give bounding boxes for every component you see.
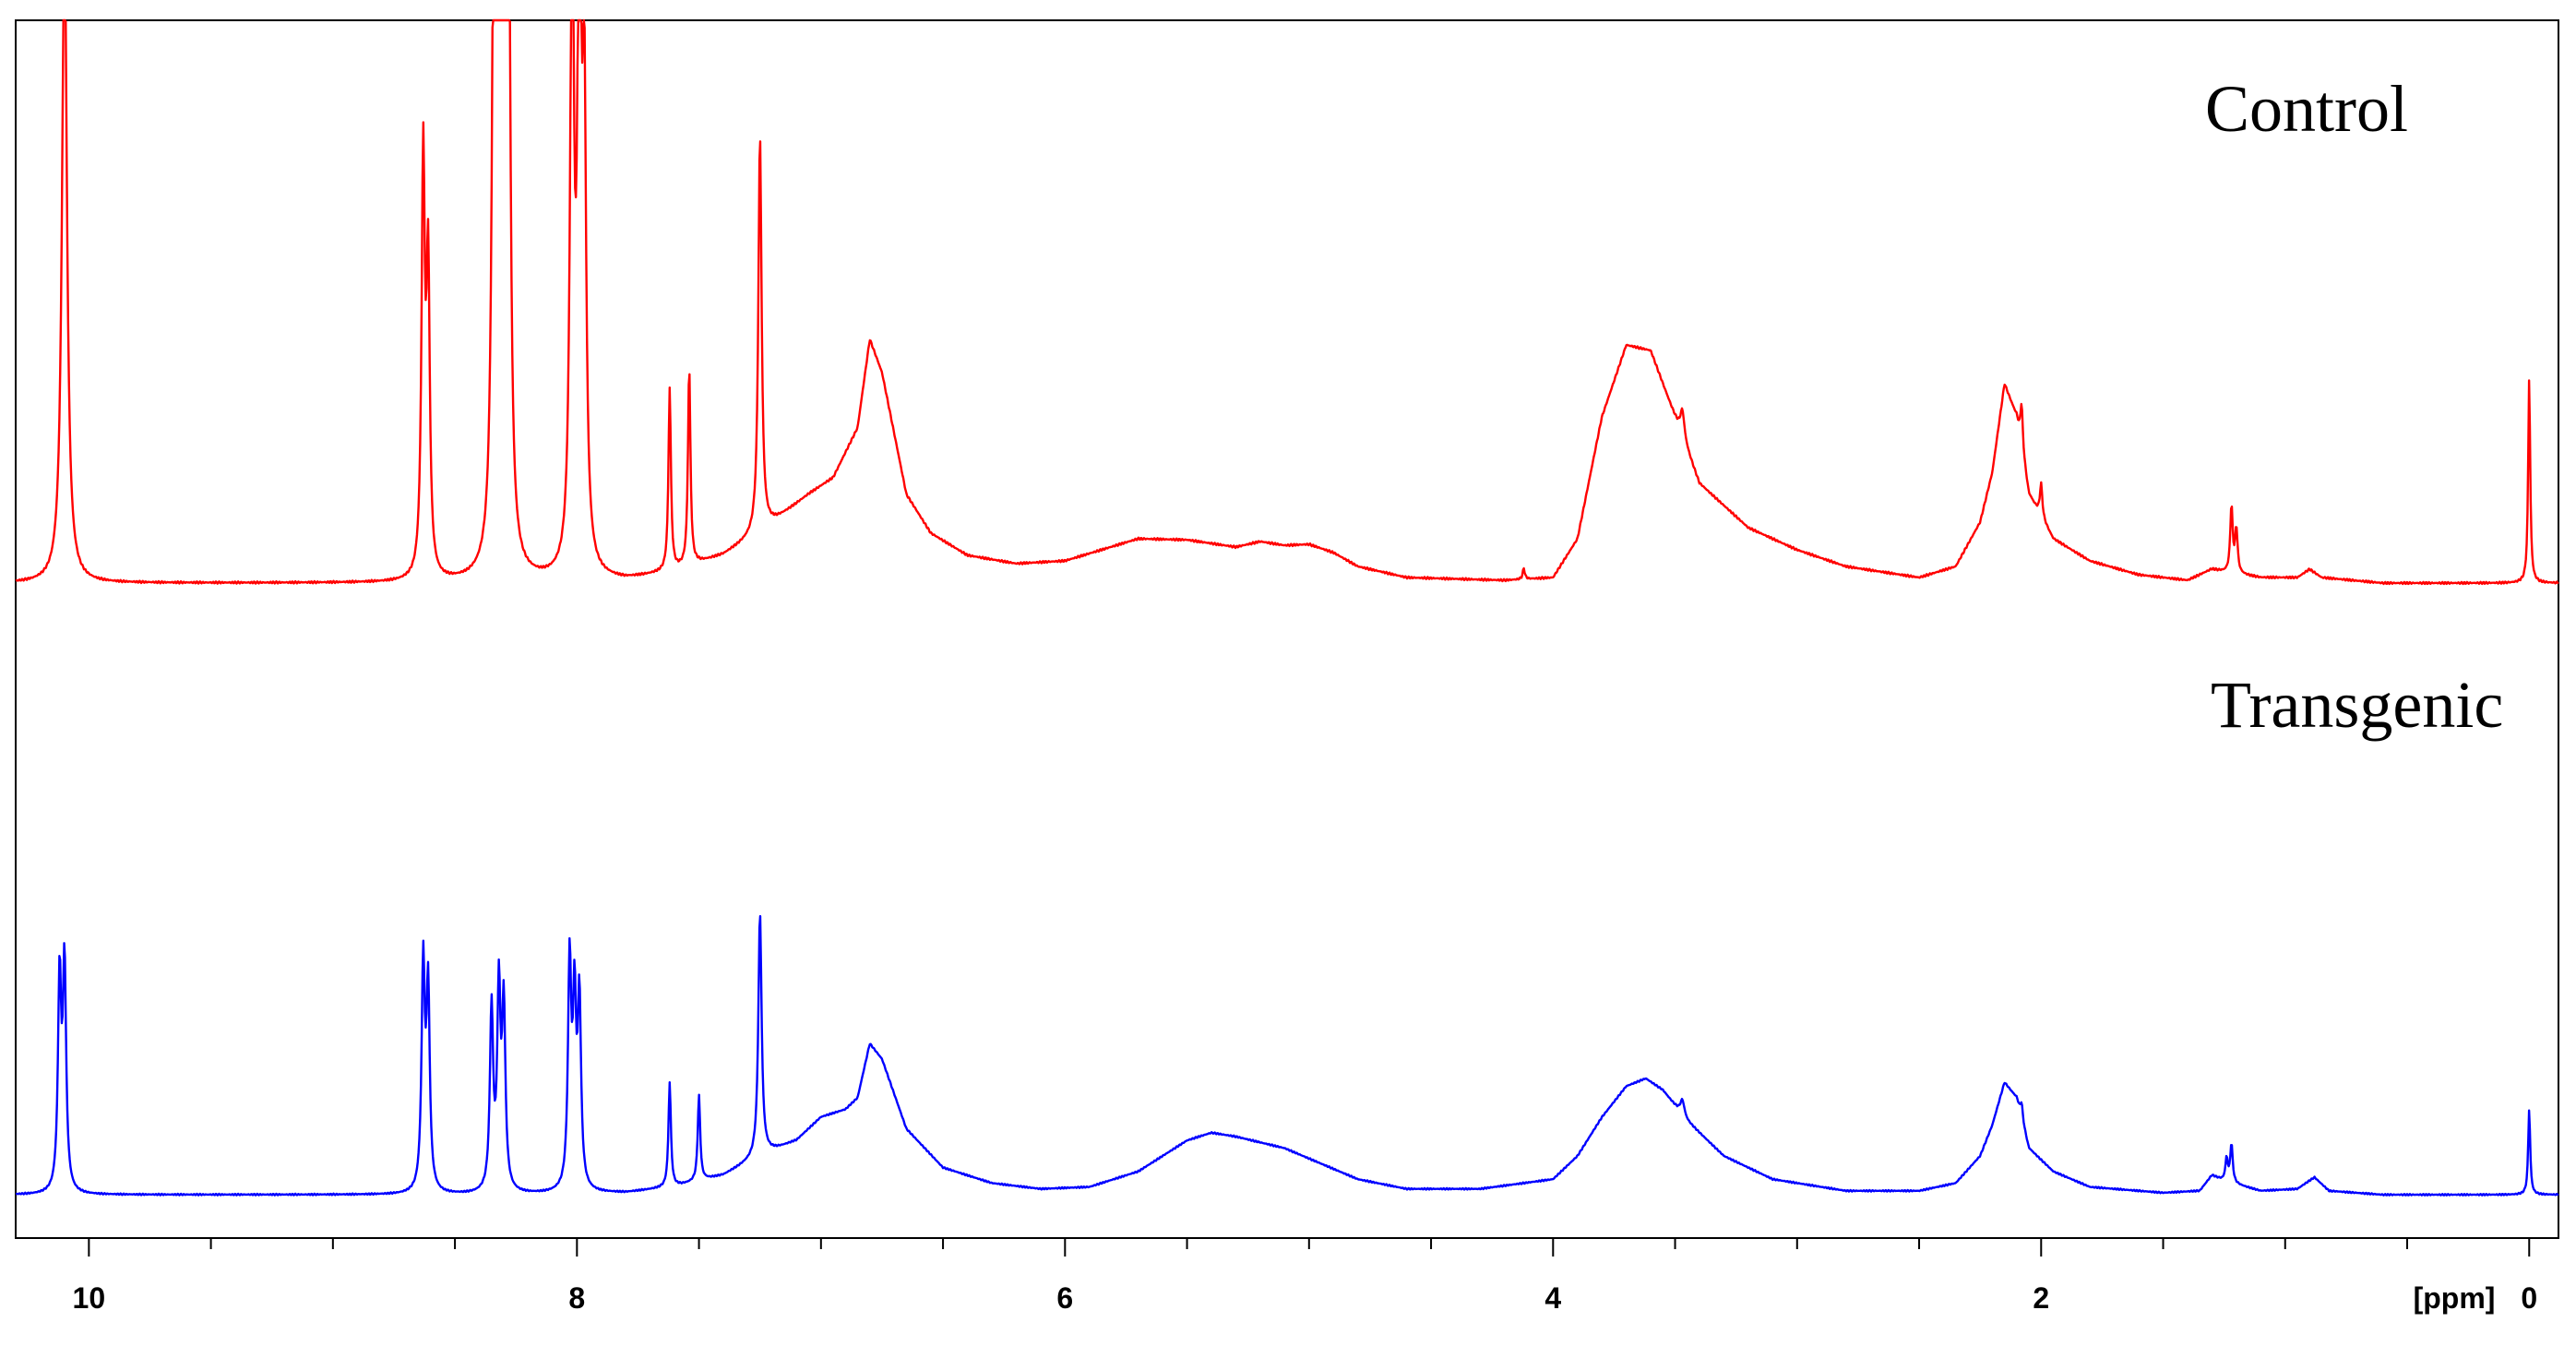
series-labels: Control Transgenic	[2205, 72, 2503, 742]
x-tick-label: 10	[73, 1281, 106, 1315]
series-line-control	[15, 18, 2559, 586]
x-tick-label: 4	[1544, 1281, 1561, 1315]
series-label-transgenic: Transgenic	[2211, 668, 2503, 742]
x-tick-label: 0	[2521, 1281, 2537, 1315]
x-axis: 10 8 6 4 2 0	[73, 1238, 2537, 1315]
x-tick-label: 8	[568, 1281, 585, 1315]
x-tick-label: 6	[1056, 1281, 1073, 1315]
x-tick-label: 2	[2033, 1281, 2049, 1315]
series-line-transgenic	[15, 914, 2559, 1197]
series-layer	[15, 18, 2559, 1197]
series-label-control: Control	[2205, 72, 2408, 146]
x-axis-unit-label: [ppm]	[2414, 1281, 2496, 1315]
plot-frame	[15, 19, 2559, 1239]
